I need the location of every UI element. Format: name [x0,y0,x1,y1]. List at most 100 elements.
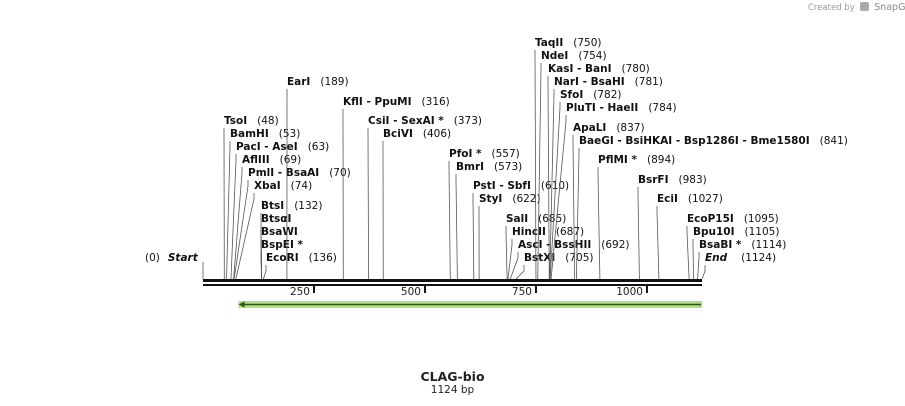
site-connector-line [448,161,451,280]
cut-position: (573) [494,161,522,173]
restriction-site[interactable]: CsiI - SexAI * (373) [367,115,482,280]
restriction-site[interactable]: BspEI * [260,239,304,280]
enzyme-name: BaeGI - BsiHKAI - Bsp1286I - Bme1580I [579,135,810,147]
restriction-site[interactable]: TsoI (48) [223,115,279,280]
site-connector-line [260,252,263,280]
restriction-site[interactable]: PacI - AseI (63) [230,141,329,280]
restriction-site[interactable]: EcoRI (136) [262,252,337,280]
cut-position: (1114) [751,239,786,251]
restriction-site[interactable]: XbaI (74) [235,180,312,280]
cut-position: (69) [280,154,302,166]
cut-position: (70) [329,167,351,179]
cut-position: (557) [492,148,520,160]
cut-position: (48) [257,115,279,127]
site-connector-line [537,63,542,280]
cut-position: (750) [573,37,601,49]
site-connector-line [597,167,601,280]
credit-brand: SnapGene [874,2,905,13]
site-label: SalI (685) [506,213,566,225]
restriction-site[interactable]: BsrFI (983) [637,174,707,280]
feature-arrow[interactable] [238,301,702,308]
restriction-site[interactable]: BstXI (705) [515,252,594,280]
enzyme-name: HincII [512,226,546,238]
restriction-site[interactable]: TaqII (750) [534,37,601,280]
restriction-site[interactable]: StyI (622) [478,193,541,280]
dna-backbone [203,279,702,286]
enzyme-name: EcoRI [266,252,299,264]
restriction-site[interactable]: EciI (1027) [656,193,723,280]
restriction-site[interactable]: NarI - BsaHI (781) [549,76,663,280]
restriction-site[interactable]: AflIII (69) [233,154,302,280]
start-position: (0) [145,252,160,264]
enzyme-name: ApaLI [573,122,606,134]
enzyme-name: BtsαI [261,213,291,225]
restriction-site[interactable]: BamHI (53) [226,128,301,280]
site-connector-line [472,193,475,280]
cut-position: (610) [541,180,569,192]
site-label: StyI (622) [479,193,541,205]
restriction-site[interactable]: PstI - SbfI (610) [472,180,569,280]
site-label: CsiI - SexAI * (373) [368,115,482,127]
sequence-name: CLAG-bio [420,369,485,384]
restriction-site[interactable]: SalI (685) [505,213,566,280]
dna-strand-bottom [203,284,702,286]
site-label: SfoI (782) [560,89,622,101]
enzyme-name: SfoI [560,89,583,101]
enzyme-name: PfoI * [449,148,482,160]
enzyme-name: PflMI * [598,154,637,166]
sequence-ends: (0) Start End (1124) [145,252,776,280]
credit-prefix: Created by [808,3,855,13]
site-label: Bpu10I (1105) [693,226,779,238]
cut-position: (63) [308,141,330,153]
restriction-site[interactable]: Bpu10I (1105) [692,226,779,280]
restriction-site[interactable]: EarI (189) [286,76,349,280]
site-connector-line [637,187,640,280]
end-connector-line [701,265,706,280]
restriction-site[interactable]: BaeGI - BsiHKAI - Bsp1286I - Bme1580I (84… [575,135,848,280]
site-label: PacI - AseI (63) [236,141,329,153]
restriction-site[interactable]: BtsI (132) [260,200,322,280]
site-connector-line [549,89,555,280]
site-label: BaeGI - BsiHKAI - Bsp1286I - Bme1580I (84… [579,135,848,147]
site-label: NarI - BsaHI (781) [554,76,663,88]
restriction-site[interactable]: NdeI (754) [537,50,607,280]
restriction-site[interactable]: KflI - PpuMI (316) [342,96,450,280]
site-label: PluTI - HaeII (784) [566,102,677,114]
site-connector-line [230,154,237,280]
enzyme-name: BtsI [261,200,284,212]
site-connector-line [233,167,243,280]
restriction-site[interactable]: PfoI * (557) [448,148,520,280]
site-label: EarI (189) [287,76,349,88]
site-label: XbaI (74) [254,180,312,192]
restriction-site[interactable]: KasI - BanI (780) [547,63,650,280]
site-label: BspEI * [261,239,304,251]
restriction-site[interactable]: BsaBI * (1114) [697,239,787,280]
enzyme-name: KasI - BanI [548,63,612,75]
enzyme-name: NdeI [541,50,568,62]
enzyme-name: PmlI - BsaAI [248,167,319,179]
ruler-tick-mark [645,286,648,293]
restriction-site[interactable]: BmrI (573) [455,161,522,280]
site-label: EciI (1027) [657,193,723,205]
site-label: BamHI (53) [230,128,300,140]
restriction-site[interactable]: ApaLI (837) [572,122,645,280]
restriction-site[interactable]: PflMI * (894) [597,154,675,280]
cut-position: (754) [578,50,606,62]
enzyme-name: BstXI [524,252,555,264]
restriction-site[interactable]: BciVI (406) [382,128,451,280]
cut-position: (136) [309,252,337,264]
restriction-site[interactable]: EcoP15I (1095) [686,213,779,280]
enzyme-name: Bpu10I [693,226,735,238]
restriction-site[interactable]: PluTI - HaeII (784) [550,102,677,280]
site-label: BciVI (406) [383,128,451,140]
site-connector-line [233,180,249,280]
cut-position: (784) [648,102,676,114]
site-label: EcoRI (136) [266,252,337,264]
restriction-site[interactable]: PmlI - BsaAI (70) [233,167,351,280]
restriction-site[interactable]: SfoI (782) [549,89,622,280]
enzyme-name: KflI - PpuMI [343,96,412,108]
site-connector-line [235,193,255,280]
enzyme-name: EarI [287,76,310,88]
enzyme-name: BamHI [230,128,269,140]
enzyme-name: BspEI * [261,239,304,251]
